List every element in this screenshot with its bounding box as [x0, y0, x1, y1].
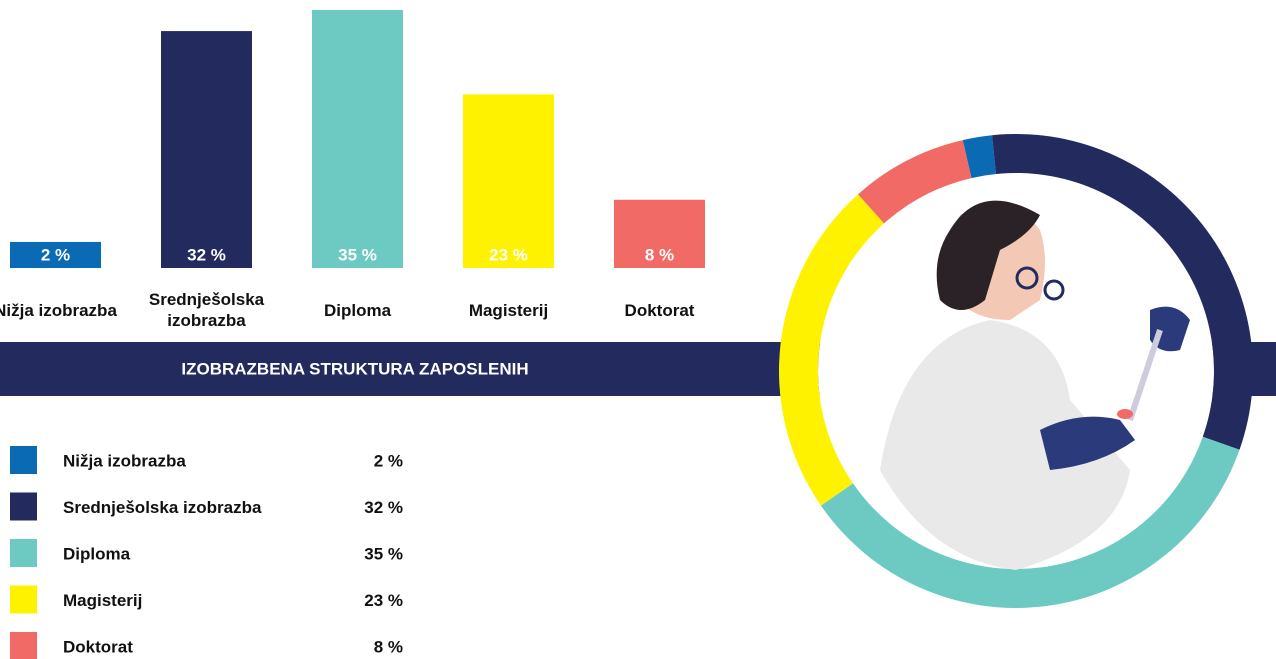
- legend-label: Doktorat: [63, 637, 133, 656]
- bar: [312, 10, 403, 268]
- x-tick-label: Diploma: [294, 282, 422, 338]
- legend-value: 2 %: [374, 451, 403, 470]
- legend-label: Nižja izobrazba: [63, 451, 186, 470]
- value-label: 23 %: [489, 245, 528, 264]
- page: {"chart_data": {"type": "bar", "title": …: [0, 0, 1276, 659]
- legend-swatch: [10, 632, 37, 659]
- chart-title: IZOBRAZBENA STRUKTURA ZAPOSLENIH: [181, 359, 528, 378]
- bar: [463, 94, 554, 268]
- legend-value: 35 %: [364, 544, 403, 563]
- legend-value: 23 %: [364, 591, 403, 610]
- x-tick-label: Srednješolska izobrazba: [143, 282, 271, 338]
- legend-label: Magisterij: [63, 591, 142, 610]
- value-label: 8 %: [645, 245, 674, 264]
- legend-swatch: [10, 539, 37, 567]
- legend-value: 32 %: [364, 498, 403, 517]
- legend-swatch: [10, 586, 37, 614]
- legend-swatch: [10, 446, 37, 474]
- x-tick-label: Nižja izobrazba: [0, 282, 120, 338]
- legend-value: 8 %: [374, 637, 403, 656]
- legend-swatch: [10, 493, 37, 521]
- value-label: 2 %: [41, 245, 70, 264]
- sample: [1117, 409, 1133, 419]
- value-label: 32 %: [187, 245, 226, 264]
- legend-label: Srednješolska izobrazba: [63, 498, 262, 517]
- value-label: 35 %: [338, 245, 377, 264]
- legend-label: Diploma: [63, 544, 131, 563]
- bar: [161, 31, 252, 268]
- x-tick-label: Magisterij: [445, 282, 573, 338]
- x-tick-label: Doktorat: [596, 282, 724, 338]
